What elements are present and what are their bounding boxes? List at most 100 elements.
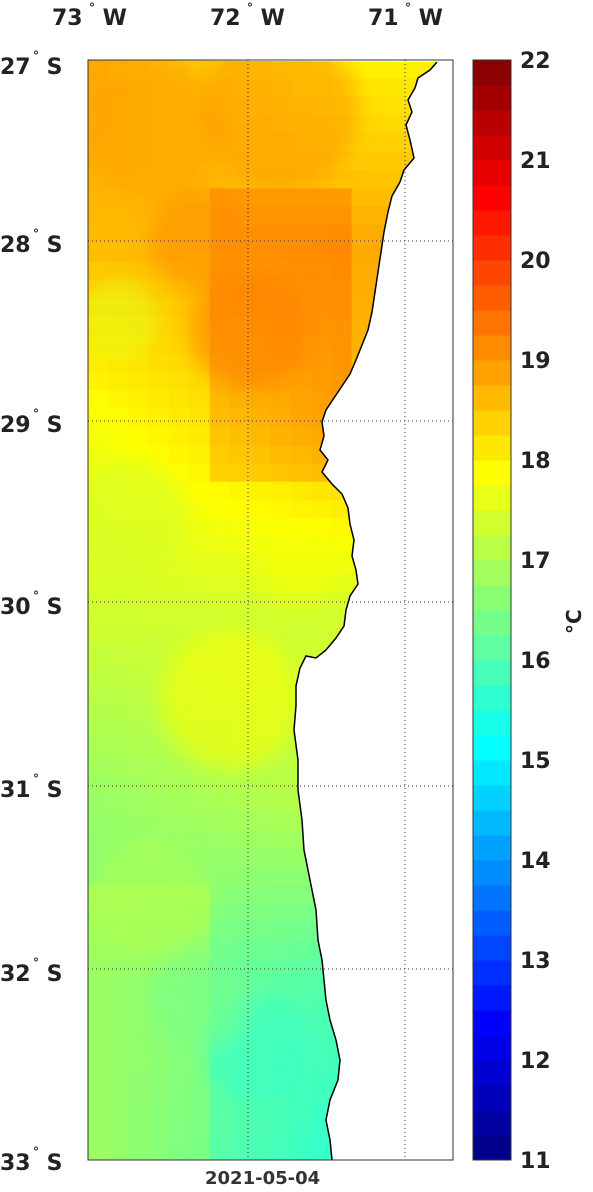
sst-cell — [169, 775, 191, 795]
sst-cell — [229, 536, 252, 556]
sst-cell — [331, 335, 353, 355]
sst-cell — [108, 811, 130, 831]
sst-cell — [88, 756, 110, 776]
sst-cell — [148, 1123, 171, 1143]
colorbar-border — [472, 59, 512, 1161]
sst-cell — [88, 1068, 110, 1088]
sst-cell — [108, 408, 130, 428]
colorbar-band — [473, 1060, 511, 1086]
sst-cell — [169, 298, 191, 318]
sst-cell — [88, 995, 110, 1015]
colorbar-tick-label: 17 — [520, 549, 551, 574]
sst-cell — [88, 793, 110, 813]
sst-cell — [270, 610, 292, 630]
sst-cell — [229, 940, 252, 960]
sst-cell — [169, 445, 191, 465]
sst-cell — [148, 1141, 171, 1160]
sst-cell — [290, 408, 313, 428]
sst-cell — [392, 60, 414, 80]
sst-cell — [371, 188, 394, 208]
sst-cell — [250, 775, 272, 795]
sst-cell — [270, 903, 292, 923]
sst-cell — [189, 60, 211, 80]
sst-cell — [128, 958, 150, 978]
sst-cell — [371, 170, 394, 190]
colorbar-tick-label: 18 — [520, 449, 551, 474]
colorbar-band — [473, 185, 511, 211]
sst-cell — [169, 426, 191, 446]
colorbar-band — [473, 1085, 511, 1111]
sst-cell — [88, 646, 110, 666]
sst-cell — [270, 793, 292, 813]
sst-cell — [88, 426, 110, 446]
colorbar-band — [473, 385, 511, 411]
sst-cell — [229, 775, 252, 795]
sst-cell — [311, 1141, 333, 1160]
sst-cell — [169, 1050, 191, 1070]
lat-label-30s: 30 S — [0, 595, 63, 620]
colorbar-band — [473, 985, 511, 1011]
sst-cell — [311, 500, 333, 520]
sst-cell — [290, 921, 313, 941]
sst-cell — [250, 793, 272, 813]
sst-cell — [331, 298, 353, 318]
colorbar-tick-label: 21 — [520, 149, 551, 174]
sst-cell — [88, 60, 110, 80]
sst-cell — [128, 261, 150, 281]
sst-cell — [128, 353, 150, 373]
sst-cell — [229, 1141, 252, 1160]
sst-cell — [250, 463, 272, 483]
sst-cell — [189, 573, 211, 593]
colorbar-bands — [473, 60, 511, 1161]
sst-cell — [88, 573, 110, 593]
lon-label-73w: 73 W — [52, 6, 127, 31]
sst-cell — [290, 243, 313, 263]
sst-cell — [88, 225, 110, 245]
sst-cell — [189, 775, 211, 795]
sst-cell — [108, 243, 130, 263]
degree-symbol: ° — [33, 772, 39, 786]
sst-cell — [229, 848, 252, 868]
sst-patch — [160, 630, 300, 770]
sst-cell — [229, 518, 252, 538]
sst-patch — [150, 190, 250, 290]
sst-cell — [290, 481, 313, 501]
sst-cell — [108, 426, 130, 446]
sst-cell — [311, 1013, 333, 1033]
sst-cell — [270, 976, 292, 996]
map-border — [87, 59, 454, 1161]
sst-cell — [108, 371, 130, 391]
sst-cell — [209, 1105, 231, 1125]
sst-cell — [128, 390, 150, 410]
sst-cell — [108, 1031, 130, 1051]
colorbar-band — [473, 1135, 511, 1161]
sst-cell — [371, 60, 394, 80]
sst-patch — [150, 950, 250, 1050]
sst-cell — [108, 628, 130, 648]
sst-cell — [189, 445, 211, 465]
sst-cell — [169, 573, 191, 593]
sst-cell — [148, 610, 171, 630]
sst-cell — [331, 261, 353, 281]
sst-cell — [250, 921, 272, 941]
sst-cell — [88, 371, 110, 391]
sst-cell — [311, 353, 333, 373]
colorbar-band — [473, 635, 511, 661]
sst-cell — [169, 756, 191, 776]
sst-cell — [371, 115, 394, 135]
coastline — [293, 61, 438, 1161]
degree-symbol: ° — [33, 589, 39, 603]
sst-cell — [148, 1086, 171, 1106]
sst-cell — [108, 976, 130, 996]
sst-cell — [250, 848, 272, 868]
sst-cell — [270, 628, 292, 648]
sst-cell — [270, 445, 292, 465]
sst-cell — [169, 1086, 191, 1106]
sst-cell — [169, 316, 191, 336]
sst-cell — [148, 756, 171, 776]
sst-cell — [148, 646, 171, 666]
sst-cell — [108, 1068, 130, 1088]
sst-cell — [88, 1141, 110, 1160]
sst-cell — [250, 830, 272, 850]
